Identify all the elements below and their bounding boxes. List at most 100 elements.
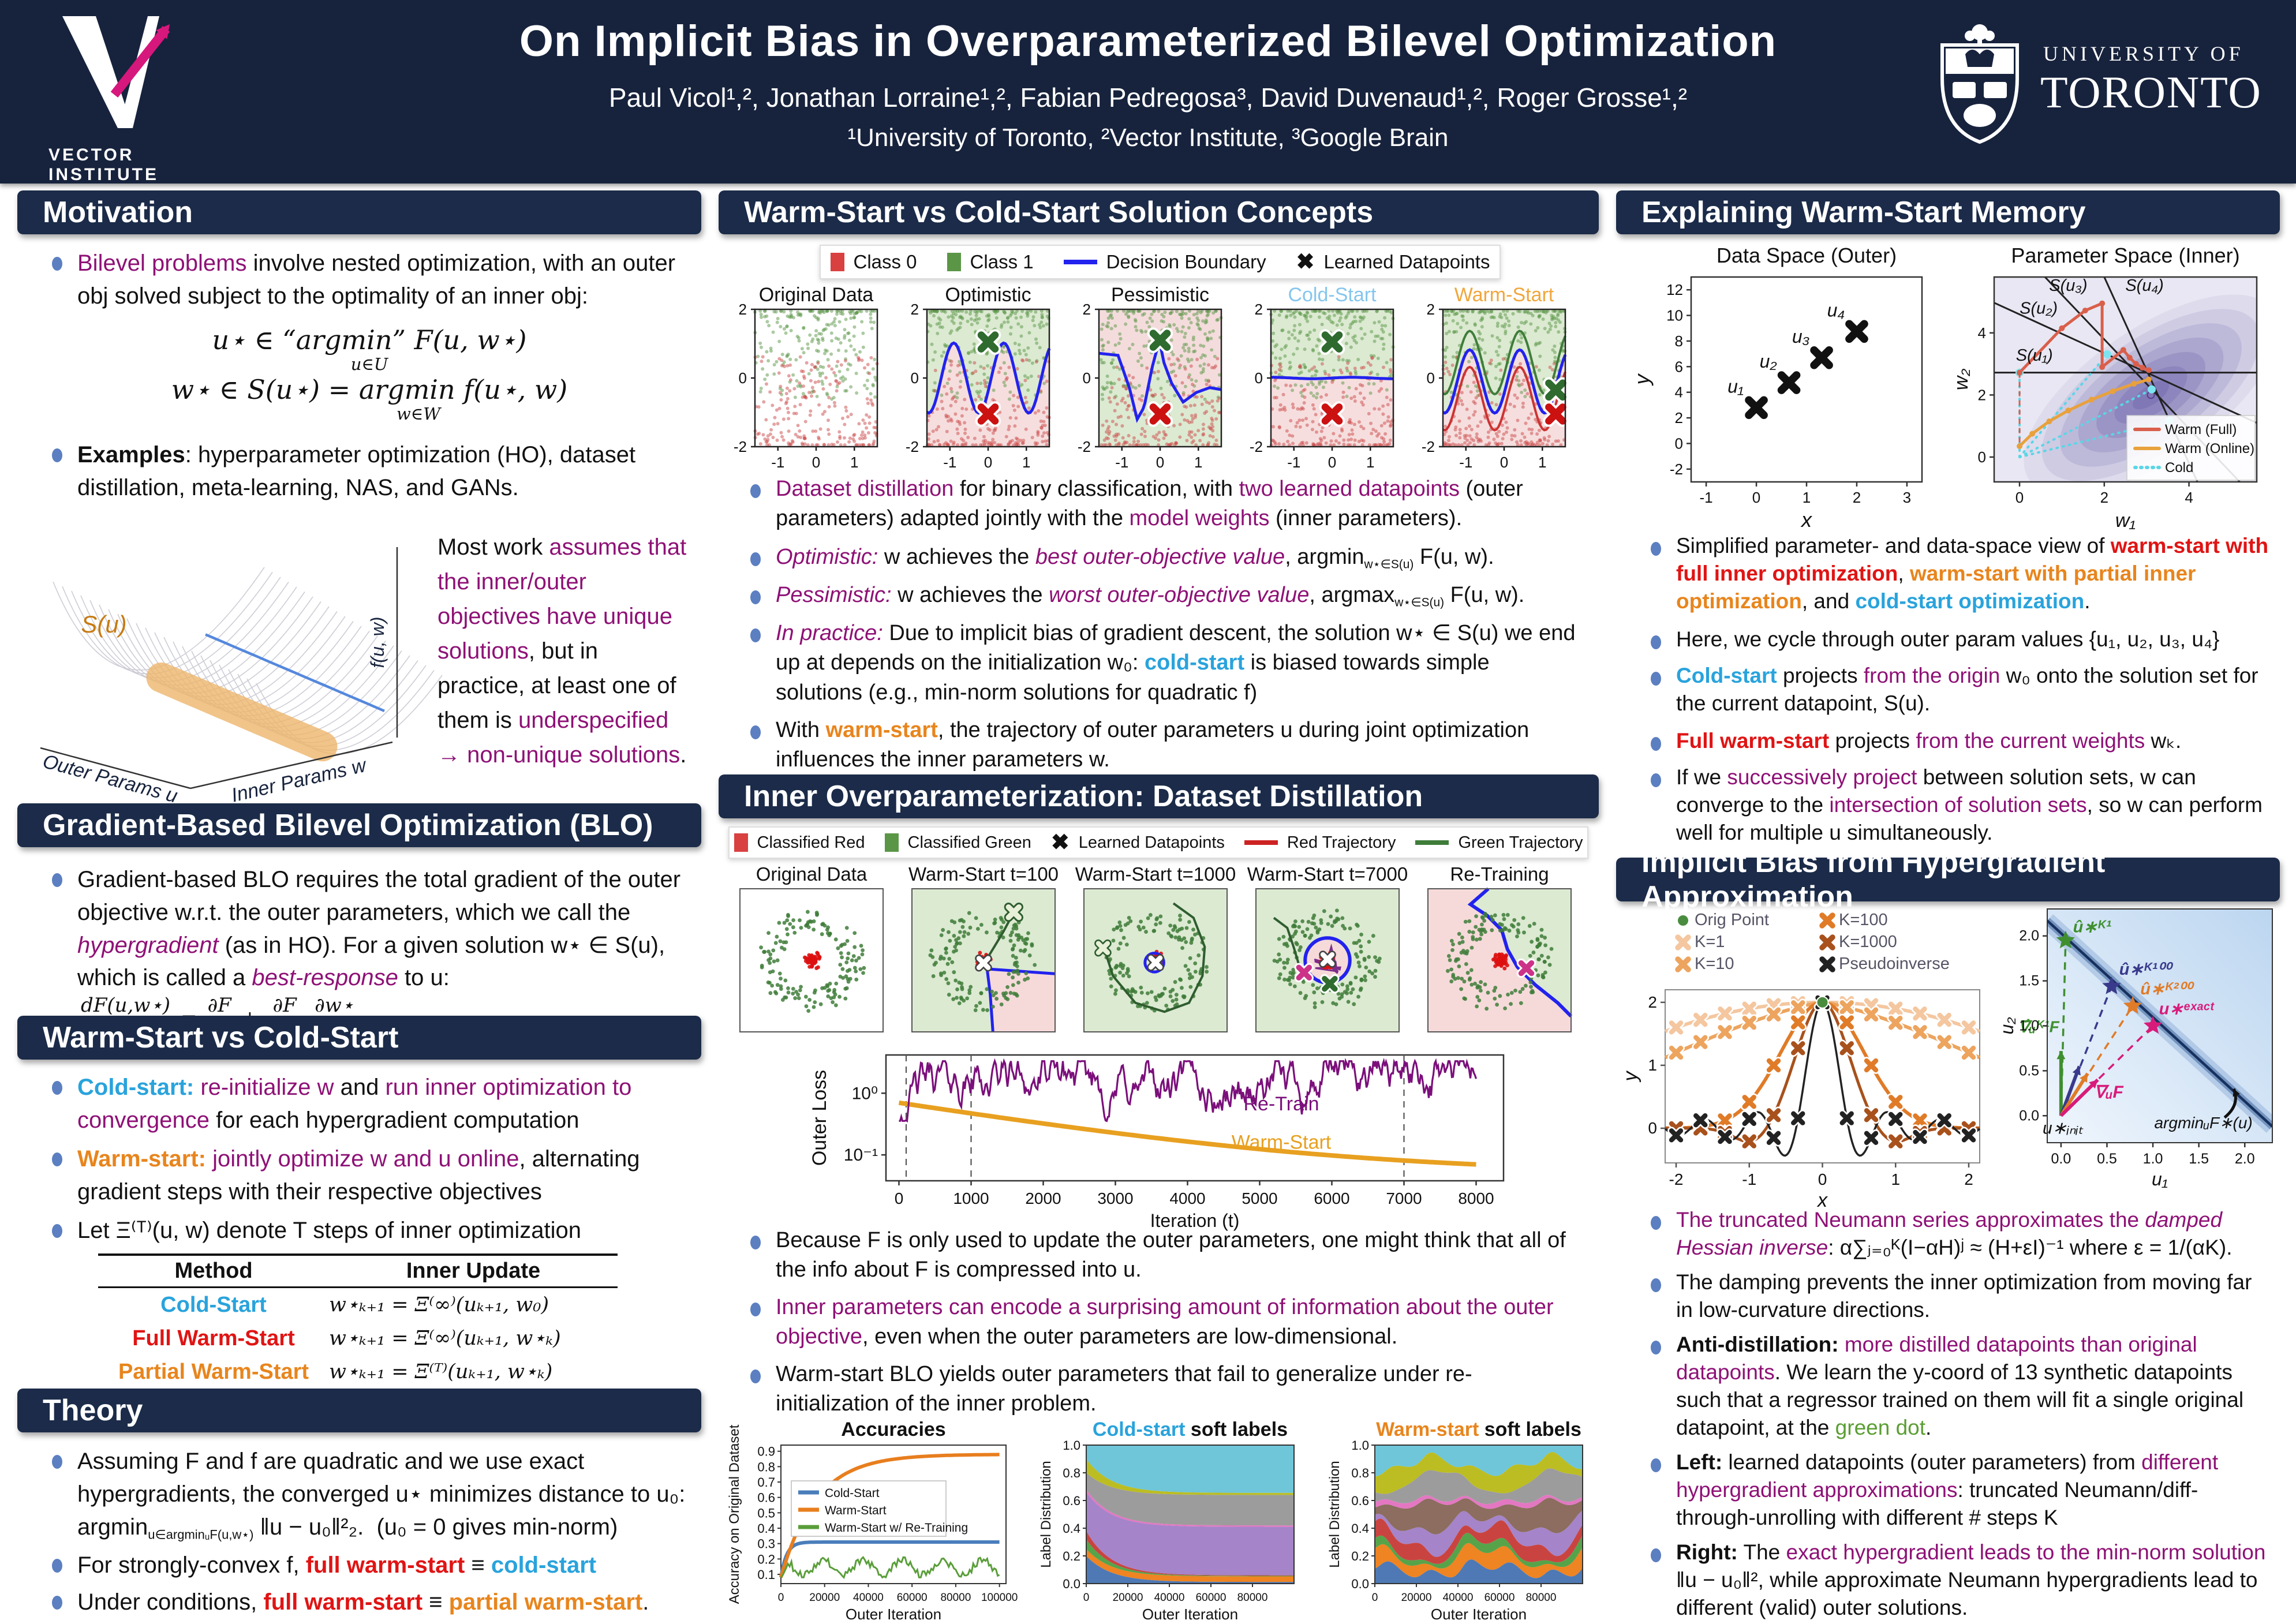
figure-warm-soft-labels: Warm-start soft labels 0.0 0.2 0.4 0.6 0.8 1.0… bbox=[1327, 1419, 1583, 1623]
text-segment: w achieves the bbox=[891, 583, 1049, 607]
bullet-dot bbox=[52, 1224, 62, 1238]
ib-bullet-4: Left: learned datapoints (outer paramete… bbox=[1651, 1449, 2274, 1532]
text-segment: Full warm-start bbox=[1676, 729, 1830, 753]
svg-text:2: 2 bbox=[1675, 409, 1683, 426]
text-segment: Bilevel problems bbox=[77, 250, 247, 276]
mid-bullet-3: Pessimistic: w achieves the worst outer-… bbox=[750, 581, 1581, 611]
text-segment: F(u, w). bbox=[1444, 583, 1525, 607]
text-segment: Inner parameters can encode a surprising… bbox=[776, 1295, 1560, 1349]
bilevel-equations: u⋆ ∈ “argmin” F(u, w⋆) u∈U w⋆ ∈ S(u⋆) = … bbox=[81, 324, 658, 424]
svg-text:-1: -1 bbox=[1459, 454, 1472, 471]
svg-text:12: 12 bbox=[1666, 281, 1683, 298]
svg-text:û∗ᴷ²⁰⁰: û∗ᴷ²⁰⁰ bbox=[2140, 980, 2194, 998]
text-segment: partial warm-start bbox=[448, 1589, 643, 1615]
mid-bullet-4: In practice: Due to implicit bias of gra… bbox=[750, 619, 1581, 708]
text-segment: , alternating gradient steps with their … bbox=[77, 1146, 646, 1204]
text-segment: , the trajectory of outer parameters u d… bbox=[776, 718, 1535, 772]
svg-text:u₃: u₃ bbox=[1792, 326, 1809, 347]
bullet-dot bbox=[52, 257, 62, 271]
svg-text:0.5: 0.5 bbox=[757, 1506, 775, 1520]
text-segment: is biased towards simple solutions (e.g.… bbox=[776, 650, 1496, 705]
svg-text:80000: 80000 bbox=[1237, 1592, 1268, 1604]
svg-text:Warm-Start t=1000: Warm-Start t=1000 bbox=[1075, 863, 1236, 885]
text-segment: (outer parameters) adapted jointly with … bbox=[776, 477, 1530, 531]
text-segment: learned datapoints (outer parameters) fr… bbox=[1722, 1450, 2142, 1474]
svg-text:0.0: 0.0 bbox=[1063, 1577, 1080, 1591]
svg-text:0.4: 0.4 bbox=[1351, 1521, 1369, 1536]
svg-text:0.0: 0.0 bbox=[2051, 1151, 2071, 1167]
svg-text:0.5: 0.5 bbox=[2019, 1062, 2039, 1079]
text-segment: Assuming F and f are quadratic and we us… bbox=[77, 1449, 692, 1540]
svg-text:K=1: K=1 bbox=[1695, 933, 1725, 951]
mid-bullet-5: With warm-start, the trajectory of outer… bbox=[750, 716, 1581, 775]
svg-text:Warm-start soft labels: Warm-start soft labels bbox=[1376, 1419, 1581, 1440]
text-segment: two learned datapoints bbox=[1239, 477, 1460, 501]
uoft-logo: UNIVERSITY OF TORONTO bbox=[1922, 12, 2280, 173]
legend-swatch bbox=[1415, 840, 1449, 845]
svg-text:0: 0 bbox=[812, 454, 820, 471]
text-segment: best outer-objective value bbox=[1035, 545, 1285, 569]
bullet-dot bbox=[52, 448, 62, 462]
svg-text:0.8: 0.8 bbox=[1351, 1466, 1369, 1480]
method-table: Method Inner Update Cold-Start w⋆ₖ₊₁ = Ξ⁽∞⁾… bbox=[98, 1253, 618, 1391]
svg-text:∇ᵤF: ∇ᵤF bbox=[2094, 1083, 2123, 1102]
figure-dd-t1000: Warm-Start t=1000 bbox=[1075, 863, 1236, 1032]
poster-affiliations: ¹University of Toronto, ²Vector Institut… bbox=[847, 124, 1449, 152]
text-segment: Under conditions, bbox=[77, 1589, 264, 1615]
svg-text:Accuracies: Accuracies bbox=[841, 1419, 945, 1440]
svg-text:1.0: 1.0 bbox=[2019, 1018, 2039, 1034]
svg-text:0: 0 bbox=[1328, 454, 1336, 471]
ib-bullet-2: The damping prevents the inner optimizat… bbox=[1651, 1268, 2274, 1324]
table-row: Full Warm-Start w⋆ₖ₊₁ = Ξ⁽∞⁾(uₖ₊₁, w⋆ₖ) bbox=[98, 1322, 618, 1355]
text-segment: : truncated Neumann/diff-through-unrolli… bbox=[1676, 1478, 2198, 1530]
svg-text:3: 3 bbox=[1903, 489, 1911, 506]
text-segment: projects bbox=[1829, 729, 1916, 753]
theory-bullet-3: Under conditions, full warm-start ≡ part… bbox=[52, 1586, 687, 1619]
svg-text:2: 2 bbox=[1255, 301, 1263, 318]
svg-text:w₁: w₁ bbox=[2115, 510, 2136, 532]
bullet-dot bbox=[750, 590, 761, 604]
text-segment: involve nested optimization, with an out… bbox=[77, 250, 682, 309]
figure-optimistic: Optimistic 2 0 -2 -1 0 1 bbox=[906, 284, 1051, 471]
svg-text:6: 6 bbox=[1675, 358, 1683, 375]
figure-loss-surface: S(u) Outer Params u Inner Params w f(u, w) bbox=[40, 547, 443, 807]
svg-text:1: 1 bbox=[1648, 1056, 1657, 1074]
svg-text:0.9: 0.9 bbox=[757, 1445, 775, 1459]
text-segment: re-initialize w bbox=[200, 1075, 334, 1100]
svg-text:y: y bbox=[1630, 373, 1654, 387]
text-segment: exact hypergradient leads to the min-nor… bbox=[1786, 1540, 2266, 1564]
figure-cold-soft-labels: Cold-start soft labels 0.0 0.2 0.4 0.6 0.8 1.0… bbox=[1038, 1419, 1295, 1623]
dd-bullet-3: Warm-start BLO yields outer parameters t… bbox=[750, 1360, 1581, 1419]
vector-v-icon bbox=[62, 16, 170, 128]
svg-text:Outer Iteration: Outer Iteration bbox=[846, 1606, 941, 1623]
svg-text:0: 0 bbox=[1427, 369, 1435, 387]
vector-institute-label: VECTOR INSTITUTE bbox=[48, 145, 159, 184]
text-segment bbox=[1839, 1333, 1845, 1356]
table-col-update: Inner Update bbox=[406, 1259, 541, 1283]
svg-text:S(u₁): S(u₁) bbox=[2016, 346, 2053, 365]
text-segment: Optimistic: bbox=[776, 545, 878, 569]
text-segment: , so w can perform well for multiple u s… bbox=[1676, 793, 2269, 845]
text-segment: cold-start bbox=[1144, 650, 1245, 675]
svg-text:u∗ᵉˣᵃᶜᵗ: u∗ᵉˣᵃᶜᵗ bbox=[2159, 1000, 2215, 1019]
svg-text:Warm-Start t=7000: Warm-Start t=7000 bbox=[1247, 863, 1408, 885]
svg-text:K=100: K=100 bbox=[1839, 911, 1888, 929]
svg-text:S(u): S(u) bbox=[81, 611, 126, 638]
legend-label: Class 1 bbox=[970, 251, 1034, 272]
svg-text:10: 10 bbox=[1666, 307, 1683, 324]
table-method: Cold-Start bbox=[160, 1292, 267, 1317]
svg-text:Cold-Start: Cold-Start bbox=[825, 1487, 880, 1500]
bullet-dot bbox=[52, 1455, 62, 1469]
svg-text:Cold-start soft labels: Cold-start soft labels bbox=[1093, 1419, 1288, 1440]
figure-cold-start: Cold-Start 2 0 -2 -1 0 1 bbox=[1250, 284, 1395, 471]
solution-concepts-legend: Class 0 Class 1 Decision Boundary ✖ Learned … bbox=[820, 245, 1501, 279]
section-warm-vs-cold: Warm-Start vs Cold-Start bbox=[17, 1016, 701, 1060]
text-segment: For strongly-convex f, bbox=[77, 1552, 306, 1578]
legend-label: Learned Datapoints bbox=[1323, 251, 1490, 272]
legend-label: Classified Red bbox=[757, 833, 865, 852]
text-segment: (inner parameters). bbox=[1269, 506, 1463, 531]
wscs-bullet-3: Let Ξ⁽ᵀ⁾(u, w) denote T steps of inner o… bbox=[52, 1214, 687, 1247]
svg-text:1: 1 bbox=[850, 454, 858, 471]
figure-dd-retrain: Re-Training bbox=[1427, 863, 1573, 1032]
